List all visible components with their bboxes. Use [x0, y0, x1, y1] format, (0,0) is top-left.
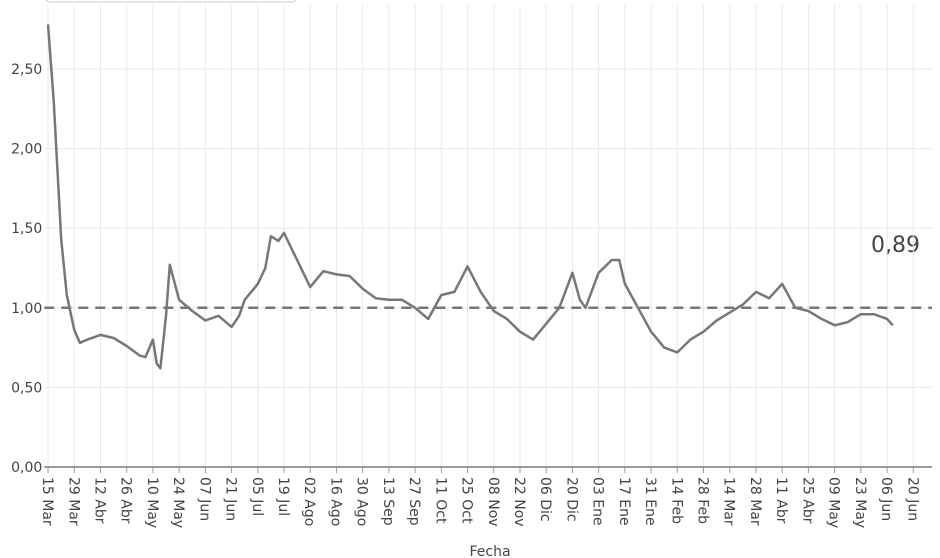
- data-line: [46, 24, 894, 370]
- x-tick-label: 02 Ago: [301, 477, 317, 526]
- x-tick-label: 27 Sep: [406, 477, 422, 526]
- y-tick-label: 2,00: [11, 142, 42, 158]
- y-tick-label: 2,50: [11, 62, 42, 78]
- x-tick-label: 10 May: [144, 477, 160, 528]
- x-tick-label: 26 Abr: [118, 477, 134, 524]
- x-tick-label: 25 Abr: [799, 477, 815, 524]
- x-tick-label: 20 Jun: [904, 477, 920, 521]
- legend-box-edge: [45, 0, 297, 3]
- x-tick-label: 21 Jun: [223, 477, 239, 521]
- x-tick-label: 08 Nov: [485, 477, 501, 527]
- x-tick-label: 14 Mar: [721, 477, 737, 526]
- x-tick-label: 11 Oct: [432, 477, 448, 524]
- x-tick-label: 31 Ene: [642, 477, 658, 526]
- x-tick-label: 22 Nov: [511, 477, 527, 527]
- y-tick-label: 1,00: [11, 301, 42, 317]
- x-tick-label: 05 Jul: [249, 477, 265, 516]
- x-tick-label: 11 Abr: [773, 477, 789, 524]
- x-tick-label: 20 Dic: [563, 477, 579, 522]
- y-tick-label: 1,50: [11, 221, 42, 237]
- x-tick-label: 06 Jun: [878, 477, 894, 521]
- y-tick-label: 0,50: [11, 380, 42, 396]
- x-tick-label: 28 Feb: [695, 477, 711, 524]
- x-tick-label: 28 Mar: [747, 477, 763, 526]
- x-tick-label: 13 Sep: [380, 477, 396, 526]
- x-tick-label: 17 Ene: [616, 477, 632, 526]
- y-tick-label: 0,00: [11, 460, 42, 476]
- x-tick-label: 15 Mar: [39, 477, 55, 526]
- x-tick-label: 25 Oct: [459, 477, 475, 524]
- x-tick-label: 09 May: [826, 477, 842, 528]
- x-tick-label: 29 Mar: [65, 477, 81, 526]
- x-axis-label: Fecha: [469, 544, 510, 558]
- x-tick-label: 24 May: [170, 477, 186, 528]
- x-tick-label: 30 Ago: [354, 477, 370, 526]
- x-tick-label: 14 Feb: [668, 477, 684, 524]
- annotation: 0,89: [871, 233, 920, 258]
- x-tick-label: 16 Ago: [327, 477, 343, 526]
- x-tick-label: 23 May: [852, 477, 868, 528]
- x-tick-label: 06 Dic: [537, 477, 553, 522]
- x-tick-label: 07 Jun: [196, 477, 212, 521]
- x-tick-label: 19 Jul: [275, 477, 291, 516]
- x-tick-label: 12 Abr: [91, 477, 107, 524]
- x-tick-label: 03 Ene: [590, 477, 606, 526]
